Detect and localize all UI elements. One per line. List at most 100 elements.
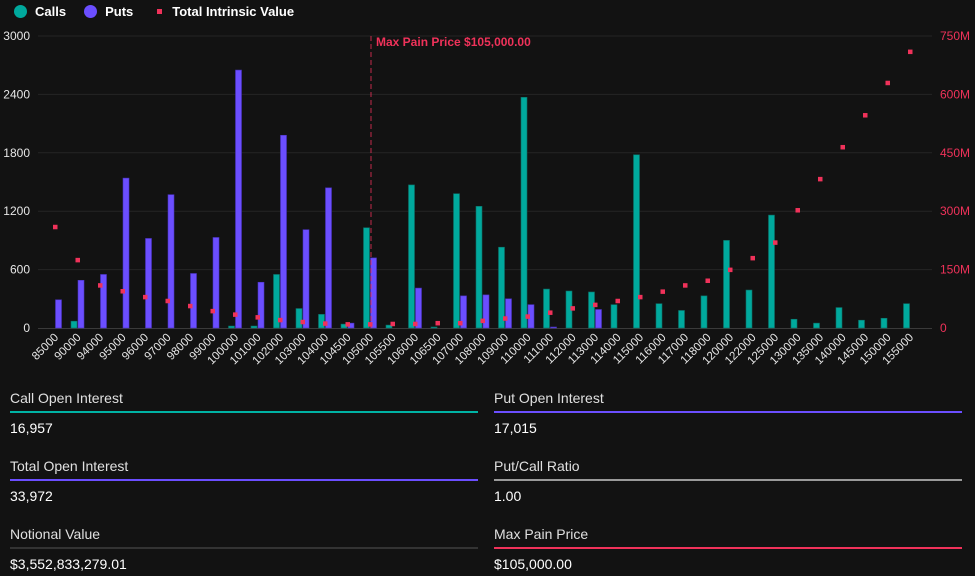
stat-label: Put/Call Ratio: [494, 458, 580, 474]
tiv-point: [750, 255, 755, 261]
stat-card: Put/Call Ratio 1.00: [494, 458, 962, 504]
stat-label: Call Open Interest: [10, 390, 123, 406]
call-bar: [295, 308, 303, 329]
stat-label: Max Pain Price: [494, 526, 589, 542]
put-bar: [122, 177, 130, 329]
call-bar: [228, 325, 235, 329]
call-bar: [610, 304, 618, 329]
put-bar: [167, 194, 175, 329]
tiv-point: [840, 144, 845, 150]
put-bar: [55, 299, 62, 329]
legend-puts[interactable]: Puts: [84, 4, 133, 19]
call-bar: [543, 288, 550, 329]
call-bar: [453, 193, 460, 329]
stat-value: $3,552,833,279.01: [10, 556, 127, 572]
max-pain-label: Max Pain Price $105,000.00: [376, 35, 531, 49]
put-bar: [505, 298, 512, 329]
stat-value: 33,972: [10, 488, 53, 504]
stat-underline: [10, 479, 478, 481]
tiv-point: [98, 283, 103, 288]
tiv-point: [795, 208, 800, 213]
call-bar: [633, 154, 640, 329]
legend-puts-label: Puts: [105, 4, 134, 19]
legend-calls[interactable]: Calls: [14, 4, 66, 19]
tiv-point: [615, 298, 620, 304]
tiv-point: [255, 315, 260, 320]
legend-calls-label: Calls: [35, 4, 67, 19]
stat-underline: [10, 547, 478, 549]
tiv-point: [458, 320, 463, 326]
tiv-point: [885, 80, 890, 86]
right-axis-tick: 600M: [940, 87, 970, 101]
stat-card: Max Pain Price $105,000.00: [494, 526, 962, 572]
tiv-point: [300, 319, 305, 325]
tiv-point: [188, 303, 193, 309]
stat-value: $105,000.00: [494, 556, 572, 572]
put-bar: [280, 134, 287, 329]
call-bar: [588, 291, 595, 329]
tiv-point: [480, 318, 485, 324]
stat-card: Call Open Interest 16,957: [10, 390, 478, 436]
tiv-point: [435, 320, 440, 326]
put-bar: [190, 273, 197, 329]
legend-tiv[interactable]: Total Intrinsic Value: [151, 4, 294, 19]
put-bar: [302, 229, 310, 329]
stat-value: 17,015: [494, 420, 537, 436]
call-bar: [498, 246, 505, 329]
call-bar: [768, 214, 775, 329]
call-bar: [273, 274, 280, 329]
tiv-point: [593, 302, 598, 308]
tiv-point: [683, 283, 688, 288]
call-bar: [250, 325, 258, 329]
tiv-point: [120, 289, 125, 294]
tiv-point: [233, 312, 238, 317]
call-bar: [903, 303, 910, 329]
put-bar: [415, 287, 422, 329]
tiv-point: [638, 294, 643, 300]
tiv-point: [503, 316, 508, 321]
left-axis-tick: 0: [23, 321, 30, 335]
put-bar: [550, 326, 557, 329]
put-bar: [325, 187, 332, 329]
stat-value: 1.00: [494, 488, 522, 504]
call-bar: [813, 322, 820, 329]
tiv-point: [863, 113, 868, 118]
stat-card: Put Open Interest 17,015: [494, 390, 962, 436]
call-bar: [363, 227, 370, 329]
tiv-point: [165, 298, 170, 304]
stat-underline: [494, 411, 962, 413]
tiv-square-icon: [157, 9, 163, 14]
put-bar: [595, 309, 602, 329]
right-axis-tick: 300M: [940, 204, 970, 218]
left-axis-tick: 2400: [3, 87, 30, 101]
tiv-point: [525, 314, 530, 319]
call-bar: [678, 310, 685, 329]
put-bar: [257, 281, 265, 329]
call-bar: [385, 324, 393, 329]
put-bar: [145, 238, 152, 329]
put-bar: [100, 274, 107, 329]
stat-card: Total Open Interest 33,972: [10, 458, 478, 504]
puts-dot-icon: [84, 5, 98, 18]
put-bar: [77, 280, 85, 329]
chart-legend: Calls Puts Total Intrinsic Value: [14, 4, 312, 19]
tiv-point: [548, 310, 553, 315]
right-axis-tick: 750M: [940, 29, 970, 43]
tiv-point: [570, 306, 575, 311]
stat-underline: [494, 547, 962, 549]
tiv-point: [143, 294, 148, 300]
tiv-point: [908, 49, 913, 55]
call-bar: [318, 314, 325, 329]
tiv-point: [413, 321, 418, 327]
left-axis-tick: 600: [10, 263, 30, 277]
left-axis-tick: 1200: [3, 204, 30, 218]
stat-underline: [494, 479, 962, 481]
call-bar: [700, 295, 708, 329]
left-axis-tick: 3000: [3, 29, 30, 43]
stat-label: Put Open Interest: [494, 390, 604, 406]
put-bar: [235, 69, 242, 329]
stat-label: Notional Value: [10, 526, 101, 542]
tiv-point: [660, 289, 665, 294]
stat-label: Total Open Interest: [10, 458, 129, 474]
legend-tiv-label: Total Intrinsic Value: [172, 4, 295, 19]
